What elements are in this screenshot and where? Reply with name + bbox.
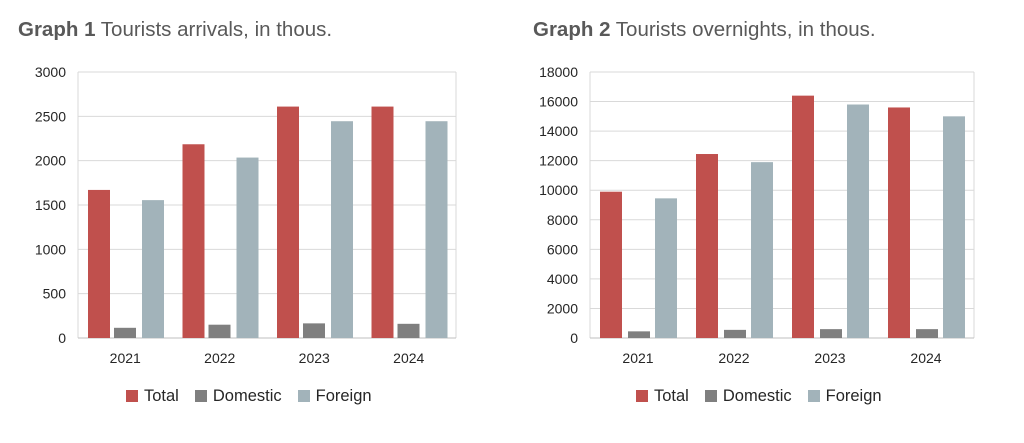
legend-swatch-total: [126, 390, 138, 402]
y-tick-label: 6000: [547, 241, 578, 257]
chart-panel-arrivals: Graph 1 Tourists arrivals, in thous. 0 50…: [0, 0, 500, 443]
bar-domestic-2024: [916, 329, 938, 338]
legend-label-total: Total: [654, 386, 689, 405]
legend-item-domestic: Domestic: [704, 386, 792, 406]
chart-title-text: Tourists overnights, in thous.: [615, 18, 876, 41]
bar-domestic-2023: [820, 329, 842, 338]
legend-swatch-domestic: [704, 390, 717, 402]
legend-item-total: Total: [126, 387, 179, 406]
chart-title-number: Graph 2: [533, 18, 611, 41]
y-tick-label: 1500: [35, 197, 66, 213]
y-tick-label: 18000: [539, 64, 578, 80]
y-tick-label: 10000: [539, 182, 578, 198]
x-tick-label: 2023: [814, 350, 845, 366]
legend-label-total: Total: [144, 386, 179, 405]
legend-label-domestic: Domestic: [212, 386, 282, 405]
y-tick-label: 0: [58, 330, 66, 346]
y-tick-label: 12000: [539, 153, 578, 169]
legend-label-domestic: Domestic: [722, 386, 792, 405]
legend-item-total: Total: [636, 387, 689, 406]
x-tick-label: 2024: [393, 350, 424, 366]
bar-foreign-2024: [943, 116, 965, 338]
x-tick-label: 2022: [718, 350, 749, 366]
bar-total-2021: [88, 189, 110, 338]
y-tick-label: 0: [570, 330, 578, 346]
chart-legend: Total Domestic Foreign: [636, 386, 882, 406]
legend-item-foreign: Foreign: [297, 386, 372, 406]
x-tick-label: 2021: [110, 350, 141, 366]
y-tick-label: 4000: [547, 271, 578, 287]
legend-label-foreign: Foreign: [825, 386, 882, 405]
y-tick-label: 3000: [35, 64, 66, 80]
bar-foreign-2022: [751, 162, 773, 338]
legend-label-foreign: Foreign: [315, 386, 372, 405]
bar-domestic-2021: [114, 327, 136, 338]
bar-foreign-2022: [236, 157, 259, 338]
bar-domestic-2024: [397, 323, 420, 338]
legend-swatch-foreign: [297, 390, 310, 402]
bar-domestic-2021: [628, 331, 650, 338]
legend-item-domestic: Domestic: [194, 386, 282, 406]
bar-total-2023: [792, 95, 814, 339]
y-tick-label: 1000: [35, 241, 66, 257]
bar-domestic-2022: [208, 324, 231, 338]
bar-foreign-2021: [655, 198, 677, 338]
x-tick-label: 2022: [204, 350, 235, 366]
bar-domestic-2022: [724, 329, 746, 338]
bar-chart-overnights: 0 2000 4000 6000 8000 10000 12000 14000 16000 180…: [539, 64, 975, 366]
chart-title: Graph 1 Tourists arrivals, in thous.: [18, 18, 332, 42]
bar-total-2024: [371, 106, 394, 338]
chart-panel-overnights: Graph 2 Tourists overnights, in thous. 0…: [515, 0, 1024, 443]
bar-foreign-2023: [847, 104, 869, 338]
bar-total-2021: [600, 191, 622, 338]
x-tick-label: 2024: [910, 350, 941, 366]
bar-foreign-2021: [142, 200, 164, 338]
chart-title-text: Tourists arrivals, in thous.: [100, 18, 333, 41]
bar-foreign-2023: [331, 121, 353, 339]
y-tick-label: 2000: [35, 153, 66, 169]
y-tick-label: 2000: [547, 300, 578, 316]
legend-swatch-total: [636, 390, 648, 402]
bar-total-2022: [182, 144, 205, 338]
y-tick-label: 500: [43, 286, 67, 302]
legend-swatch-foreign: [807, 390, 820, 402]
chart-title-number: Graph 1: [18, 18, 96, 41]
y-tick-label: 8000: [547, 212, 578, 228]
y-tick-label: 2500: [35, 108, 66, 124]
legend-swatch-domestic: [194, 390, 207, 402]
chart-legend: Total Domestic Foreign: [126, 386, 372, 406]
bar-total-2023: [277, 106, 299, 338]
bar-total-2024: [888, 107, 910, 338]
y-tick-label: 14000: [539, 123, 578, 139]
x-tick-label: 2023: [299, 350, 330, 366]
legend-item-foreign: Foreign: [807, 386, 882, 406]
bar-domestic-2023: [303, 323, 325, 338]
y-tick-label: 16000: [539, 94, 578, 110]
bar-foreign-2024: [425, 121, 448, 339]
bar-total-2022: [696, 154, 718, 338]
bar-chart-arrivals: 0 500 1000 1500 2000 2500 3000 2021 2022 2023 2024: [35, 64, 457, 366]
x-tick-label: 2021: [622, 350, 653, 366]
chart-title: Graph 2 Tourists overnights, in thous.: [533, 18, 876, 42]
